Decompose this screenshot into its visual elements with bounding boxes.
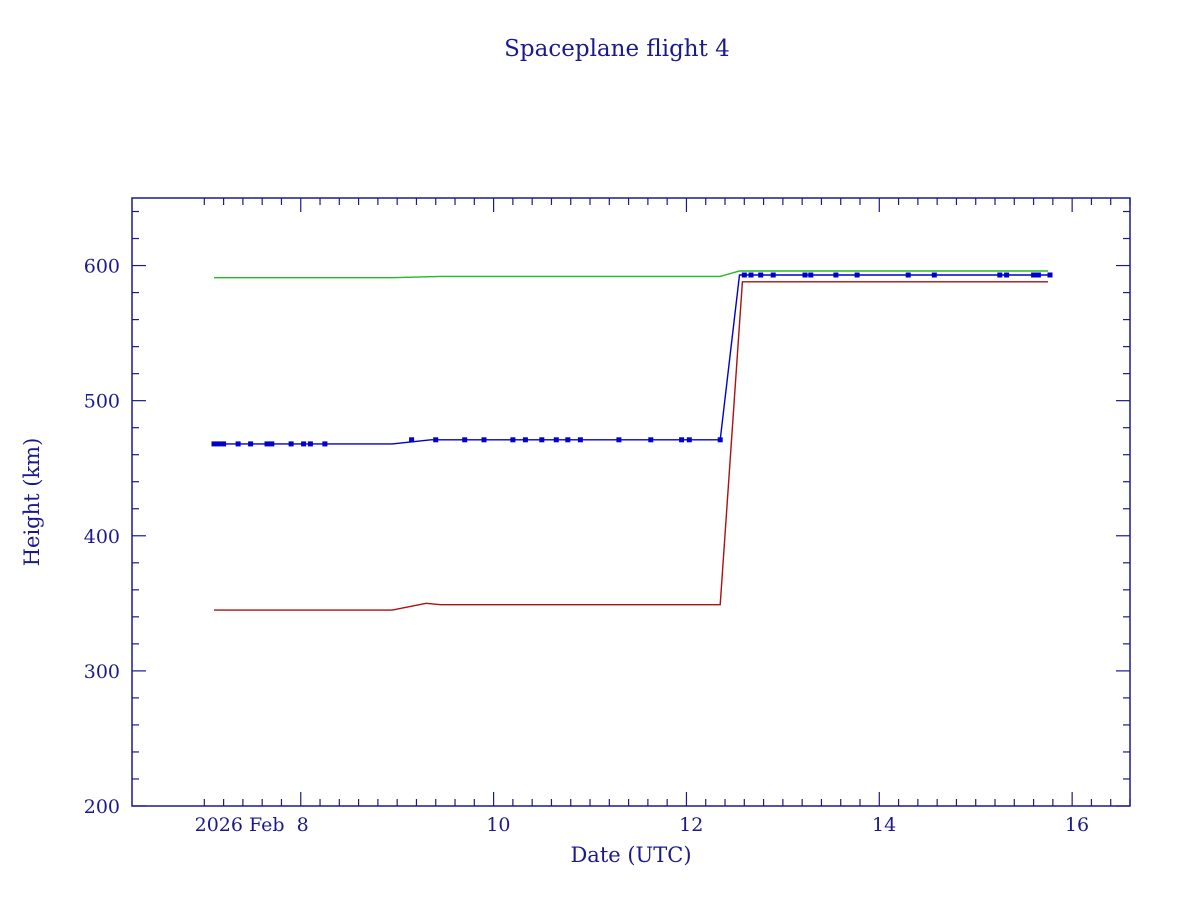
data-point xyxy=(648,437,654,443)
x-tick-label: 16 xyxy=(1065,814,1089,836)
data-point xyxy=(248,441,254,447)
data-point xyxy=(679,437,685,443)
series-line-1 xyxy=(214,274,1048,445)
data-point xyxy=(686,437,692,443)
data-point xyxy=(1047,272,1053,278)
data-point xyxy=(833,272,839,278)
data-point xyxy=(616,437,622,443)
chart-title: Spaceplane flight 4 xyxy=(504,36,730,62)
y-axis-label: Height (km) xyxy=(20,438,44,567)
data-point xyxy=(1031,272,1037,278)
data-point xyxy=(322,441,328,447)
data-point xyxy=(808,272,814,278)
data-point xyxy=(481,437,487,443)
data-point xyxy=(577,437,583,443)
data-point xyxy=(522,437,528,443)
data-point xyxy=(235,441,241,447)
data-point xyxy=(565,437,571,443)
x-tick-label: 14 xyxy=(872,814,896,836)
data-point xyxy=(1004,272,1010,278)
y-tick-label: 200 xyxy=(84,796,120,818)
x-tick-label: 2026 Feb 8 xyxy=(195,814,309,836)
plot-frame xyxy=(131,197,1131,807)
x-axis-label: Date (UTC) xyxy=(570,843,691,867)
x-tick-label: 12 xyxy=(679,814,703,836)
data-point xyxy=(758,272,764,278)
series-line-2 xyxy=(214,281,1048,611)
data-point xyxy=(931,272,937,278)
y-tick-label: 400 xyxy=(84,526,120,548)
data-point xyxy=(216,441,222,447)
data-point xyxy=(1035,272,1041,278)
data-point xyxy=(221,441,227,447)
series-line-0 xyxy=(214,270,1048,279)
y-tick-label: 500 xyxy=(84,391,120,413)
data-markers xyxy=(211,272,1053,447)
data-point xyxy=(539,437,545,443)
x-tick-label: 10 xyxy=(486,814,510,836)
axis-ticks xyxy=(132,198,1131,807)
data-point xyxy=(211,441,217,447)
y-tick-label: 600 xyxy=(84,256,120,278)
series-lines xyxy=(214,270,1048,611)
data-point xyxy=(854,272,860,278)
data-point xyxy=(301,441,307,447)
data-point xyxy=(307,441,313,447)
data-point xyxy=(264,441,270,447)
data-point xyxy=(553,437,559,443)
data-point xyxy=(741,272,747,278)
data-point xyxy=(433,437,439,443)
data-point xyxy=(510,437,516,443)
data-point xyxy=(770,272,776,278)
data-point xyxy=(717,437,723,443)
data-point xyxy=(748,272,754,278)
tick-labels: 200 300 400 500 600 2026 Feb 8 10 12 14 16 xyxy=(84,256,1089,836)
data-point xyxy=(288,441,294,447)
data-point xyxy=(269,441,275,447)
data-point xyxy=(409,437,415,443)
data-point xyxy=(802,272,808,278)
data-point xyxy=(997,272,1003,278)
y-tick-label: 300 xyxy=(84,661,120,683)
data-point xyxy=(462,437,468,443)
data-point xyxy=(905,272,911,278)
